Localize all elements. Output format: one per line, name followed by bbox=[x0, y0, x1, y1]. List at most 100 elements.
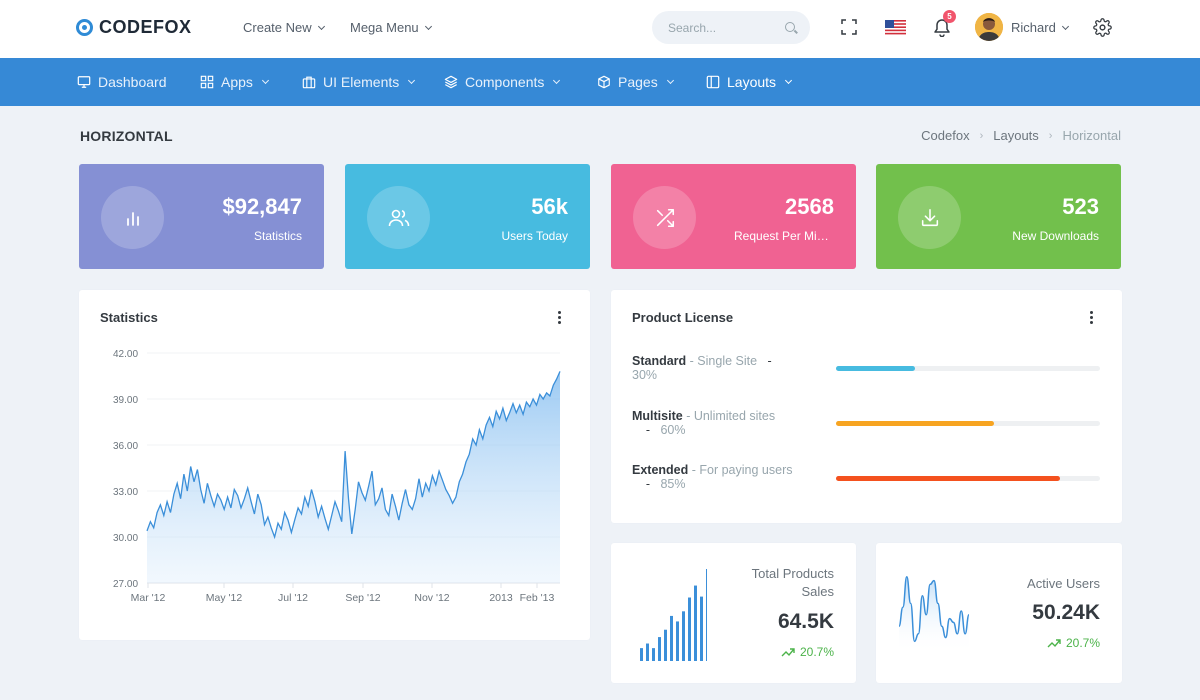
trend-value: 20.7% bbox=[1065, 636, 1100, 650]
stat-label: Request Per Minute bbox=[734, 229, 834, 243]
x-tick-label: Mar '12 bbox=[131, 592, 166, 604]
stat-label: Users Today bbox=[501, 229, 568, 243]
x-tick-label: Nov '12 bbox=[414, 592, 449, 604]
stat-icon-circle bbox=[633, 186, 696, 249]
box-icon bbox=[598, 75, 610, 89]
chevron-down-icon bbox=[424, 22, 432, 30]
license-progress-track bbox=[836, 476, 1100, 481]
nav-pages[interactable]: Pages bbox=[597, 74, 674, 90]
main-navigation: Dashboard Apps UI Elements Components Pa… bbox=[0, 58, 1200, 106]
us-flag-icon[interactable] bbox=[885, 20, 906, 35]
sales-bar bbox=[646, 643, 649, 661]
nav-label: Layouts bbox=[727, 74, 777, 90]
users-line bbox=[898, 576, 970, 643]
sales-bar-sparkline bbox=[640, 569, 707, 661]
card-value: 64.5K bbox=[777, 610, 834, 633]
statistics-panel: Statistics 42.00 39.00 36.00 33.00 30.00 27.0… bbox=[79, 290, 590, 640]
search-icon[interactable] bbox=[785, 22, 795, 32]
nav-ui-elements[interactable]: UI Elements bbox=[302, 74, 416, 90]
license-desc: - Unlimited sites bbox=[686, 409, 776, 423]
card-title-line2: Sales bbox=[801, 584, 834, 599]
breadcrumb-separator-icon: › bbox=[1048, 129, 1053, 142]
license-progress-track bbox=[836, 366, 1100, 371]
chevron-down-icon bbox=[1061, 22, 1069, 30]
stat-value: 523 bbox=[1062, 194, 1099, 219]
license-desc: - For paying users bbox=[691, 463, 793, 477]
nav-apps[interactable]: Apps bbox=[200, 74, 269, 90]
x-tick-label: Sep '12 bbox=[345, 592, 380, 604]
x-tick-label: Feb '13 bbox=[520, 592, 555, 604]
stat-value: 2568 bbox=[785, 194, 834, 219]
sales-bar bbox=[688, 597, 691, 661]
statistics-area-chart: 42.00 39.00 36.00 33.00 30.00 27.00 Mar '12 May… bbox=[113, 349, 561, 604]
x-tick-label: May '12 bbox=[206, 592, 243, 604]
stat-card-requests: 2568 Request Per Minute bbox=[611, 164, 856, 269]
chevron-down-icon bbox=[666, 76, 674, 85]
nav-dashboard[interactable]: Dashboard bbox=[77, 74, 167, 90]
search-input[interactable] bbox=[652, 11, 810, 44]
brand-logo[interactable]: CODEFOX bbox=[76, 17, 192, 38]
create-new-menu[interactable]: Create New bbox=[243, 20, 325, 35]
chevron-down-icon bbox=[553, 76, 561, 85]
license-name: Standard bbox=[632, 354, 687, 368]
sales-bar bbox=[664, 629, 667, 661]
card-trend: 20.7% bbox=[781, 645, 834, 659]
fullscreen-icon[interactable] bbox=[841, 19, 857, 35]
users-area bbox=[899, 576, 969, 653]
nav-layouts[interactable]: Layouts bbox=[706, 74, 793, 90]
download-icon bbox=[921, 208, 938, 226]
mega-menu[interactable]: Mega Menu bbox=[350, 20, 432, 35]
card-title-line1: Total Products bbox=[751, 566, 834, 581]
chevron-down-icon bbox=[785, 76, 793, 85]
y-tick-label: 33.00 bbox=[113, 487, 138, 498]
license-progress-bar bbox=[836, 366, 916, 371]
grid-icon bbox=[200, 75, 214, 89]
breadcrumb-item[interactable]: Layouts bbox=[993, 128, 1039, 143]
license-extended: Extended - For paying users - 85% bbox=[632, 463, 793, 491]
user-menu[interactable]: Richard bbox=[1011, 20, 1069, 35]
stat-label: Statistics bbox=[253, 229, 302, 243]
y-tick-label: 27.00 bbox=[113, 579, 138, 590]
sales-bar bbox=[658, 637, 661, 661]
more-vertical-icon[interactable] bbox=[1090, 311, 1093, 324]
y-tick-label: 36.00 bbox=[113, 441, 138, 452]
total-sales-card: Total Products Sales 64.5K 20.7% bbox=[611, 543, 856, 683]
gear-icon[interactable] bbox=[1093, 18, 1112, 37]
sales-bar bbox=[652, 648, 655, 661]
license-progress-bar bbox=[836, 476, 1061, 481]
more-vertical-icon[interactable] bbox=[558, 311, 561, 324]
bar-chart-icon bbox=[126, 211, 139, 226]
breadcrumb-item[interactable]: Codefox bbox=[921, 128, 970, 143]
sales-bar bbox=[694, 585, 697, 661]
sidebar-icon bbox=[706, 75, 720, 89]
stat-icon-circle bbox=[101, 186, 164, 249]
layers-icon bbox=[444, 75, 458, 89]
trending-up-icon bbox=[1047, 638, 1061, 647]
nav-label: Apps bbox=[221, 74, 253, 90]
top-bar: CODEFOX Create New Mega Menu 5 Rich bbox=[0, 0, 1200, 58]
license-name: Multisite bbox=[632, 409, 683, 423]
card-value: 50.24K bbox=[1032, 601, 1100, 624]
card-title: Active Users bbox=[1027, 576, 1100, 591]
license-percent: 60% bbox=[660, 423, 686, 437]
active-users-card: Active Users 50.24K 20.7% bbox=[876, 543, 1122, 683]
license-progress-bar bbox=[836, 421, 995, 426]
users-line-sparkline bbox=[898, 576, 970, 653]
license-multisite: Multisite - Unlimited sites - 60% bbox=[632, 409, 776, 437]
sales-bar bbox=[682, 611, 685, 661]
nav-label: Components bbox=[465, 74, 545, 90]
chevron-down-icon bbox=[261, 76, 269, 85]
user-name: Richard bbox=[1011, 20, 1056, 35]
sales-bar bbox=[670, 615, 673, 661]
trending-up-icon bbox=[781, 647, 795, 656]
y-tick-label: 42.00 bbox=[113, 349, 138, 360]
trend-value: 20.7% bbox=[799, 645, 834, 659]
card-trend: 20.7% bbox=[1047, 636, 1100, 650]
product-license-panel: Product License Standard - Single Site -… bbox=[611, 290, 1122, 523]
notification-badge: 5 bbox=[943, 10, 956, 23]
shuffle-icon bbox=[656, 208, 674, 227]
stat-card-users: 56k Users Today bbox=[345, 164, 590, 269]
nav-components[interactable]: Components bbox=[444, 74, 561, 90]
series-line bbox=[146, 371, 561, 540]
avatar[interactable] bbox=[975, 13, 1003, 41]
